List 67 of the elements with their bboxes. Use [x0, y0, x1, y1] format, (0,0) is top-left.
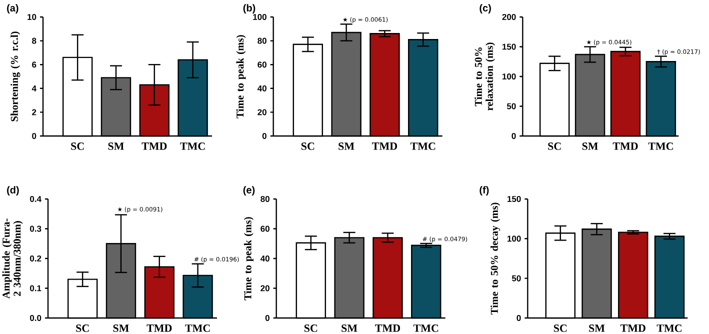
chart-title: (d): [7, 186, 19, 196]
x-tick-label: SC: [76, 324, 89, 332]
y-tick-label: 4: [32, 85, 36, 92]
chart-title: (b): [243, 4, 256, 14]
y-tick-label: 2: [32, 109, 36, 116]
x-tick-label: TMC: [410, 142, 436, 150]
y-tick-label: 100: [502, 73, 516, 80]
x-tick-label: TMC: [648, 142, 673, 150]
chart-title: (a): [7, 4, 18, 14]
y-tick-label: 60: [258, 62, 266, 68]
y-tick-label: 0.1: [30, 285, 42, 292]
x-tick-label: TMD: [375, 324, 400, 332]
y-tick-label: 150: [502, 44, 516, 50]
x-tick-label: SC: [71, 142, 84, 150]
y-tick-label: 40: [260, 255, 270, 262]
chart-title: (c): [480, 4, 491, 14]
y-tick-label: 0.3: [30, 226, 42, 232]
x-tick-label: TMD: [372, 142, 398, 150]
y-tick-label: 20: [260, 285, 270, 292]
x-tick-label: TMD: [146, 324, 172, 332]
x-tick-label: TMD: [612, 142, 638, 150]
x-tick-label: TMD: [142, 142, 167, 150]
x-tick-label: TMD: [620, 324, 646, 332]
y-tick-label: 0: [32, 132, 36, 139]
y-tick-label: 150: [507, 196, 521, 202]
y-tick-label: 0: [262, 132, 266, 139]
x-tick-label: TMC: [413, 324, 438, 332]
y-tick-label: 80: [260, 196, 270, 202]
x-tick-label: SC: [548, 142, 561, 150]
y-tick-label: 100: [253, 14, 266, 20]
y-tick-label: 20: [258, 109, 266, 116]
y-tick-label: 0.0: [30, 314, 42, 321]
y-tick-label: 60: [260, 226, 270, 232]
x-tick-label: TMC: [185, 324, 210, 332]
y-tick-label: 40: [257, 85, 266, 92]
x-tick-label: SC: [301, 142, 314, 150]
chart-title: (f): [480, 186, 489, 196]
x-tick-label: SC: [554, 324, 567, 332]
x-tick-label: SM: [589, 324, 605, 332]
x-tick-label: SM: [342, 324, 358, 332]
chart-title: (e): [243, 186, 255, 196]
y-axis-title: Time to 50% decay (ms): [490, 202, 500, 315]
y-tick-label: 10: [28, 14, 36, 20]
y-axis-title: Shortening (% r.c.l): [10, 32, 20, 122]
y-tick-label: 50: [506, 103, 516, 110]
y-tick-label: 100: [507, 236, 521, 242]
y-tick-label: 0.4: [30, 196, 42, 202]
y-tick-label: 200: [502, 14, 516, 20]
x-tick-label: SM: [338, 142, 354, 150]
y-tick-label: 80: [258, 38, 266, 44]
x-tick-label: SC: [304, 324, 318, 332]
x-tick-label: TMC: [180, 142, 205, 150]
y-tick-label: 6: [32, 62, 36, 68]
y-tick-label: 8: [32, 38, 36, 44]
y-tick-label: 0: [516, 314, 521, 321]
y-axis-title: Amplitude (Fura-2 340nm/380nm): [2, 218, 23, 299]
x-tick-label: SM: [582, 142, 598, 150]
y-tick-label: 0.2: [30, 255, 42, 262]
y-axis-title: Time to 50% relaxation (ms): [474, 42, 496, 111]
x-tick-label: SM: [108, 142, 124, 150]
y-axis-title: Time to peak (ms): [236, 35, 246, 118]
y-tick-label: 0: [265, 314, 270, 321]
x-tick-label: TMC: [656, 324, 682, 332]
x-tick-label: SM: [113, 324, 129, 332]
y-axis-title: Time to peak (ms): [244, 217, 254, 300]
y-tick-label: 50: [512, 275, 521, 282]
y-tick-label: 0: [512, 132, 516, 139]
